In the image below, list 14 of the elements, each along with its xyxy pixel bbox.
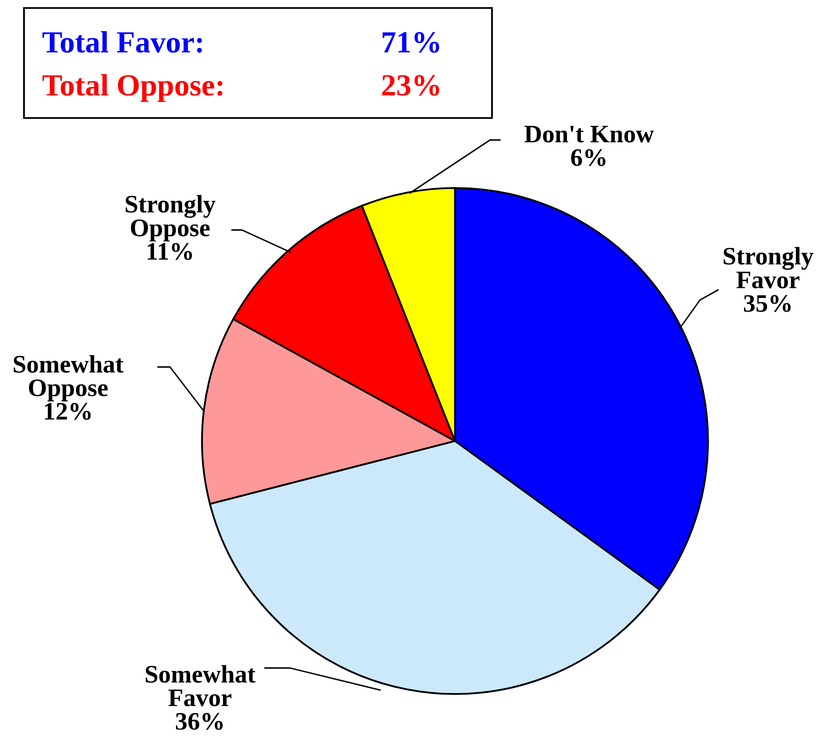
data-label: 36%	[176, 712, 223, 730]
slice-label: Strongly Oppose	[126, 195, 216, 242]
data-label: 6%	[571, 149, 606, 166]
text: 71%	[382, 32, 440, 53]
legend-label: Somewhat Oppose	[14, 355, 124, 402]
text: Total Oppose:	[42, 74, 222, 102]
data-label: 35%	[744, 295, 791, 312]
text: Total Favor:	[42, 31, 202, 53]
slice-label: Somewhat Favor	[146, 665, 256, 706]
data-label: 11%	[148, 243, 192, 260]
slice-label: Don't Know	[524, 126, 654, 142]
data-label: 12%	[45, 402, 91, 420]
slice-label: Strongly Favor	[724, 247, 814, 288]
text: 23%	[382, 75, 440, 96]
